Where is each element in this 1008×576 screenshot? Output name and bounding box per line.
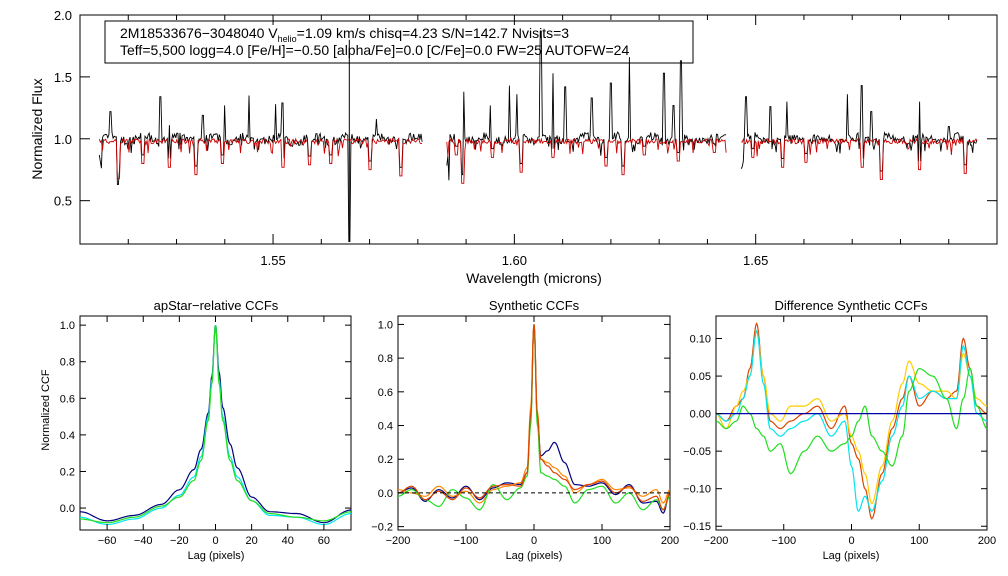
y-tick-label: 0.8 bbox=[378, 353, 393, 365]
x-tick-label: 60 bbox=[318, 535, 330, 547]
model-spectrum-chip-1 bbox=[98, 137, 423, 179]
x-tick-label: 200 bbox=[661, 535, 679, 547]
series-diff-3 bbox=[715, 329, 988, 513]
series-visit-3 bbox=[397, 327, 671, 511]
series-diff-2 bbox=[715, 329, 988, 505]
x-tick-label: 0 bbox=[212, 535, 218, 547]
x-tick-label: 200 bbox=[978, 535, 996, 547]
spectrum-series bbox=[98, 30, 978, 242]
y-tick-label: −0.10 bbox=[683, 484, 711, 496]
difference-ccf-title: Difference Synthetic CCFs bbox=[775, 298, 928, 313]
y-tick-label: 0.2 bbox=[378, 454, 393, 466]
y-tick-label: 0.4 bbox=[60, 430, 75, 442]
synthetic-ccf-xlabel: Lag (pixels) bbox=[506, 550, 563, 562]
observed-spectrum-chip-1 bbox=[98, 95, 423, 242]
y-tick-label: 0.10 bbox=[690, 334, 711, 346]
y-tick-label: 0.0 bbox=[378, 488, 393, 500]
y-tick-label: 0.2 bbox=[60, 466, 75, 478]
x-tick-label: 20 bbox=[246, 535, 258, 547]
y-tick-label: 0.05 bbox=[690, 371, 711, 383]
y-tick-label: 0.5 bbox=[54, 194, 72, 209]
difference-ccf-axes: −200 −100 0 100 200 −0.15 −0.10 −0.05 0.00 0.05 0.… bbox=[683, 316, 996, 547]
x-tick-label: 100 bbox=[593, 535, 611, 547]
x-tick-label: −40 bbox=[134, 535, 153, 547]
y-tick-label: −0.2 bbox=[371, 522, 393, 534]
x-tick-label: 40 bbox=[282, 535, 294, 547]
apstar-ccf-axes: −60 −40 −20 0 20 40 60 0.0 0.2 0.4 0.6 0.8 1.0 bbox=[60, 316, 351, 547]
series-visit-1 bbox=[79, 324, 352, 524]
series-diff-4 bbox=[715, 367, 988, 475]
apstar-ccf-title: apStar−relative CCFs bbox=[154, 298, 279, 313]
apstar-ccf-xlabel: Lag (pixels) bbox=[188, 550, 245, 562]
info-line-2: Teff=5,500 logg=4.0 [Fe/H]=−0.50 [alpha/… bbox=[120, 42, 629, 58]
series-diff-1 bbox=[715, 322, 988, 520]
info-stats: =1.09 km/s chisq=4.23 S/N=142.7 Nvisits=… bbox=[297, 25, 570, 41]
x-tick-label: −200 bbox=[386, 535, 411, 547]
x-tick-label: −20 bbox=[170, 535, 189, 547]
model-spectrum-chip-2 bbox=[446, 137, 727, 184]
y-tick-label: 0.8 bbox=[60, 357, 75, 369]
y-tick-label: 0.4 bbox=[378, 421, 393, 433]
spectrum-axes: 1.55 1.60 1.65 0.5 1.0 1.5 2.0 bbox=[54, 8, 997, 268]
synthetic-ccf-series bbox=[397, 324, 671, 514]
x-tick-label: −100 bbox=[454, 535, 479, 547]
y-tick-label: −0.15 bbox=[683, 521, 711, 533]
synthetic-ccf-frame bbox=[397, 315, 671, 531]
apstar-ccf-frame bbox=[79, 315, 352, 531]
apstar-ccf-panel: apStar−relative CCFs −60 −40 −20 0 20 40 60 0.0… bbox=[40, 298, 352, 562]
x-tick-label: 100 bbox=[910, 535, 928, 547]
observed-spectrum-chip-2 bbox=[446, 30, 727, 181]
y-tick-label: 0.6 bbox=[60, 393, 75, 405]
x-tick-label: 1.55 bbox=[260, 253, 285, 268]
spectrum-xlabel: Wavelength (microns) bbox=[466, 270, 602, 286]
y-tick-label: 0.6 bbox=[378, 387, 393, 399]
series-visit-1 bbox=[397, 324, 671, 514]
y-tick-label: −0.05 bbox=[683, 446, 711, 458]
spectrum-panel: 2M18533676−3048040 Vhelio=1.09 km/s chis… bbox=[29, 8, 998, 286]
y-tick-label: 1.5 bbox=[54, 70, 72, 85]
model-spectrum-chip-3 bbox=[741, 137, 978, 181]
spectrum-ylabel: Normalized Flux bbox=[29, 78, 45, 179]
info-vhelio-sub: helio bbox=[278, 34, 297, 44]
difference-ccf-frame bbox=[715, 315, 988, 531]
series-visit-2 bbox=[79, 324, 352, 526]
x-tick-label: −200 bbox=[704, 535, 729, 547]
y-tick-label: 2.0 bbox=[54, 8, 72, 23]
x-tick-label: −60 bbox=[98, 535, 117, 547]
apstar-ccf-series bbox=[79, 324, 352, 526]
y-tick-label: 0.00 bbox=[690, 409, 711, 421]
y-tick-label: 1.0 bbox=[54, 132, 72, 147]
y-tick-label: 1.0 bbox=[60, 320, 75, 332]
synthetic-ccf-title: Synthetic CCFs bbox=[489, 298, 580, 313]
x-tick-label: 0 bbox=[531, 535, 537, 547]
observed-spectrum-chip-3 bbox=[740, 85, 978, 172]
series-visit-4 bbox=[397, 324, 671, 511]
apstar-ccf-ylabel: Normalized CCF bbox=[40, 369, 52, 451]
x-tick-label: 1.60 bbox=[502, 253, 527, 268]
info-box bbox=[104, 20, 694, 64]
info-line-1: 2M18533676−3048040 Vhelio=1.09 km/s chis… bbox=[120, 25, 569, 44]
spectrum-frame bbox=[79, 14, 998, 245]
series-visit-2 bbox=[397, 324, 671, 504]
difference-ccf-series bbox=[715, 322, 988, 520]
y-tick-label: 0.0 bbox=[60, 503, 75, 515]
difference-ccf-xlabel: Lag (pixels) bbox=[823, 550, 880, 562]
x-tick-label: 1.65 bbox=[743, 253, 768, 268]
synthetic-ccf-panel: Synthetic CCFs −200 −100 0 100 200 −0.2 0.0 0.2… bbox=[371, 298, 679, 562]
x-tick-label: 0 bbox=[848, 535, 854, 547]
y-tick-label: 1.0 bbox=[378, 319, 393, 331]
series-visit-3 bbox=[79, 324, 352, 524]
difference-ccf-panel: Difference Synthetic CCFs −200 −100 0 100 20… bbox=[683, 298, 996, 562]
x-tick-label: −100 bbox=[771, 535, 796, 547]
info-star: 2M18533676−3048040 V bbox=[120, 25, 278, 41]
synthetic-ccf-axes: −200 −100 0 100 200 −0.2 0.0 0.2 0.4 0.6 0.8 1.0 bbox=[371, 316, 679, 547]
